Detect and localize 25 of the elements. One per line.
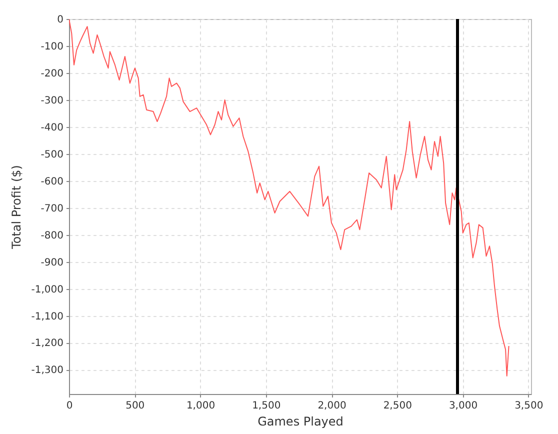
y-tick-label: -900 xyxy=(40,257,64,268)
y-tick-label: -1,000 xyxy=(31,284,64,296)
x-tick-label: 1,000 xyxy=(186,400,216,412)
y-tick-label: -200 xyxy=(40,68,64,80)
x-axis-title: Games Played xyxy=(258,414,344,428)
y-tick-label: -1,200 xyxy=(31,338,64,350)
x-tick-label: 2,500 xyxy=(383,400,412,412)
y-tick-label: -500 xyxy=(40,149,64,160)
y-tick-label: -800 xyxy=(40,230,64,242)
y-tick-label: 0 xyxy=(57,14,64,26)
y-tick-label: -400 xyxy=(40,122,64,134)
x-tick-label: 3,000 xyxy=(448,400,478,412)
x-tick-label: 3,500 xyxy=(514,400,544,412)
x-tick-label: 500 xyxy=(126,400,145,412)
x-tick-label: 0 xyxy=(66,400,73,412)
x-tick-label: 2,000 xyxy=(318,400,346,412)
line-series xyxy=(69,19,510,376)
y-tick-label: -100 xyxy=(40,41,64,52)
y-tick-label: -600 xyxy=(40,176,64,188)
x-tick-label: 1,500 xyxy=(252,400,281,412)
y-tick-label: -1,300 xyxy=(31,365,64,376)
y-axis-title: Total Profit ($) xyxy=(9,165,24,250)
y-tick-label: -1,100 xyxy=(31,311,64,322)
y-tick-label: -300 xyxy=(40,95,64,106)
y-tick-label: -700 xyxy=(40,203,64,214)
